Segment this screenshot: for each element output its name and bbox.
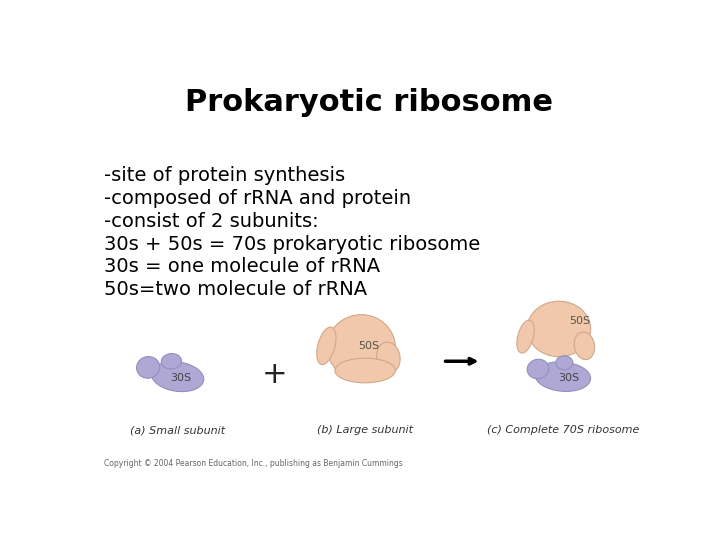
Text: 30S: 30S [559,373,580,383]
Text: 50S: 50S [359,341,379,351]
Text: Prokaryotic ribosome: Prokaryotic ribosome [185,88,553,117]
Text: (a) Small subunit: (a) Small subunit [130,425,225,435]
Ellipse shape [317,327,336,365]
Ellipse shape [137,356,160,378]
Ellipse shape [377,342,400,373]
Ellipse shape [335,358,395,383]
Text: 50S: 50S [570,316,590,326]
Ellipse shape [575,332,595,360]
Text: -composed of rRNA and protein: -composed of rRNA and protein [104,189,411,208]
Text: +: + [261,360,287,389]
Ellipse shape [535,362,590,392]
Text: 30s = one molecule of rRNA: 30s = one molecule of rRNA [104,257,380,276]
Ellipse shape [527,359,549,379]
Text: -site of protein synthesis: -site of protein synthesis [104,166,345,185]
Text: 30S: 30S [170,373,192,383]
Ellipse shape [517,320,534,353]
Ellipse shape [151,362,204,392]
Ellipse shape [556,356,573,370]
Text: (c) Complete 70S ribosome: (c) Complete 70S ribosome [487,425,639,435]
Ellipse shape [527,301,590,356]
Ellipse shape [161,354,181,369]
Ellipse shape [327,315,395,380]
Text: (b) Large subunit: (b) Large subunit [317,425,413,435]
Text: -consist of 2 subunits:: -consist of 2 subunits: [104,212,318,231]
Text: Copyright © 2004 Pearson Education, Inc., publishing as Benjamin Cummings: Copyright © 2004 Pearson Education, Inc.… [104,459,402,468]
Text: 30s + 50s = 70s prokaryotic ribosome: 30s + 50s = 70s prokaryotic ribosome [104,234,480,254]
Text: 50s=two molecule of rRNA: 50s=two molecule of rRNA [104,280,367,299]
